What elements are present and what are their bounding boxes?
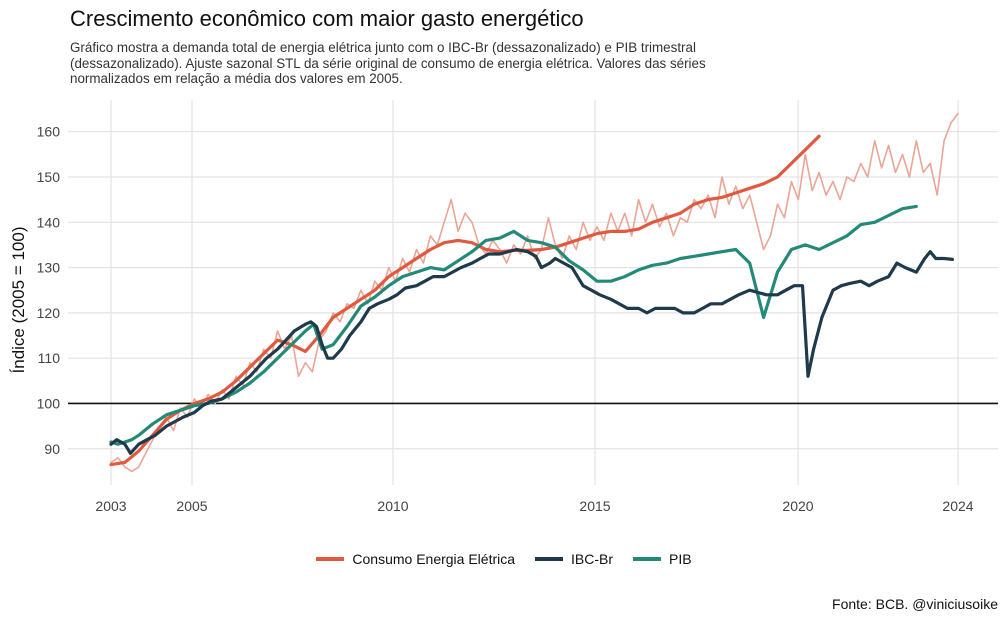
legend-label: PIB: [669, 551, 692, 567]
y-tick-label: 130: [37, 260, 61, 276]
y-tick-label: 90: [44, 441, 60, 457]
x-tick-label: 2010: [377, 498, 408, 514]
legend-label: Consumo Energia Elétrica: [352, 551, 516, 567]
legend-item-ibc: IBC-Br: [535, 551, 613, 567]
series-lines: [109, 112, 959, 473]
y-axis-label: Índice (2005 = 100): [9, 227, 28, 374]
legend-key-pib: [633, 557, 662, 561]
y-axis-ticks: 90 100 110 120 130 140 150 160: [37, 124, 61, 457]
legend-key-energia: [316, 557, 345, 561]
series-line-pib: [109, 204, 918, 446]
y-tick-label: 150: [37, 169, 61, 185]
subtitle-line: Gráfico mostra a demanda total de energi…: [70, 40, 696, 55]
grid: [68, 100, 998, 485]
subtitle-line: normalizados em relação a média dos valo…: [70, 71, 403, 86]
x-axis-ticks: 2003 2005 2010 2015 2020 2024: [95, 498, 973, 514]
legend-key-ibc: [535, 557, 564, 561]
y-tick-label: 100: [37, 395, 61, 411]
x-tick-label: 2020: [782, 498, 813, 514]
chart-title: Crescimento econômico com maior gasto en…: [70, 6, 584, 31]
y-tick-label: 160: [37, 124, 61, 140]
series-line-energia: [109, 134, 821, 467]
chart-subtitle: Gráfico mostra a demanda total de energi…: [70, 40, 830, 87]
caption: Fonte: BCB. @viniciusoike: [832, 596, 998, 612]
y-tick-label: 140: [37, 214, 61, 230]
x-tick-label: 2005: [176, 498, 207, 514]
subtitle-line: (dessazonalizado). Ajuste sazonal STL da…: [70, 55, 706, 71]
legend-item-energia: Consumo Energia Elétrica: [316, 551, 515, 567]
x-tick-label: 2003: [95, 498, 126, 514]
y-tick-label: 120: [37, 305, 61, 321]
series-line-ibc: [109, 247, 954, 455]
y-tick-label: 110: [38, 350, 61, 366]
x-tick-label: 2024: [942, 498, 973, 514]
x-tick-label: 2015: [579, 498, 610, 514]
legend-label: IBC-Br: [571, 551, 614, 567]
legend-item-pib: PIB: [633, 551, 692, 567]
legend: Consumo Energia Elétrica IBC-Br PIB: [0, 551, 1008, 567]
